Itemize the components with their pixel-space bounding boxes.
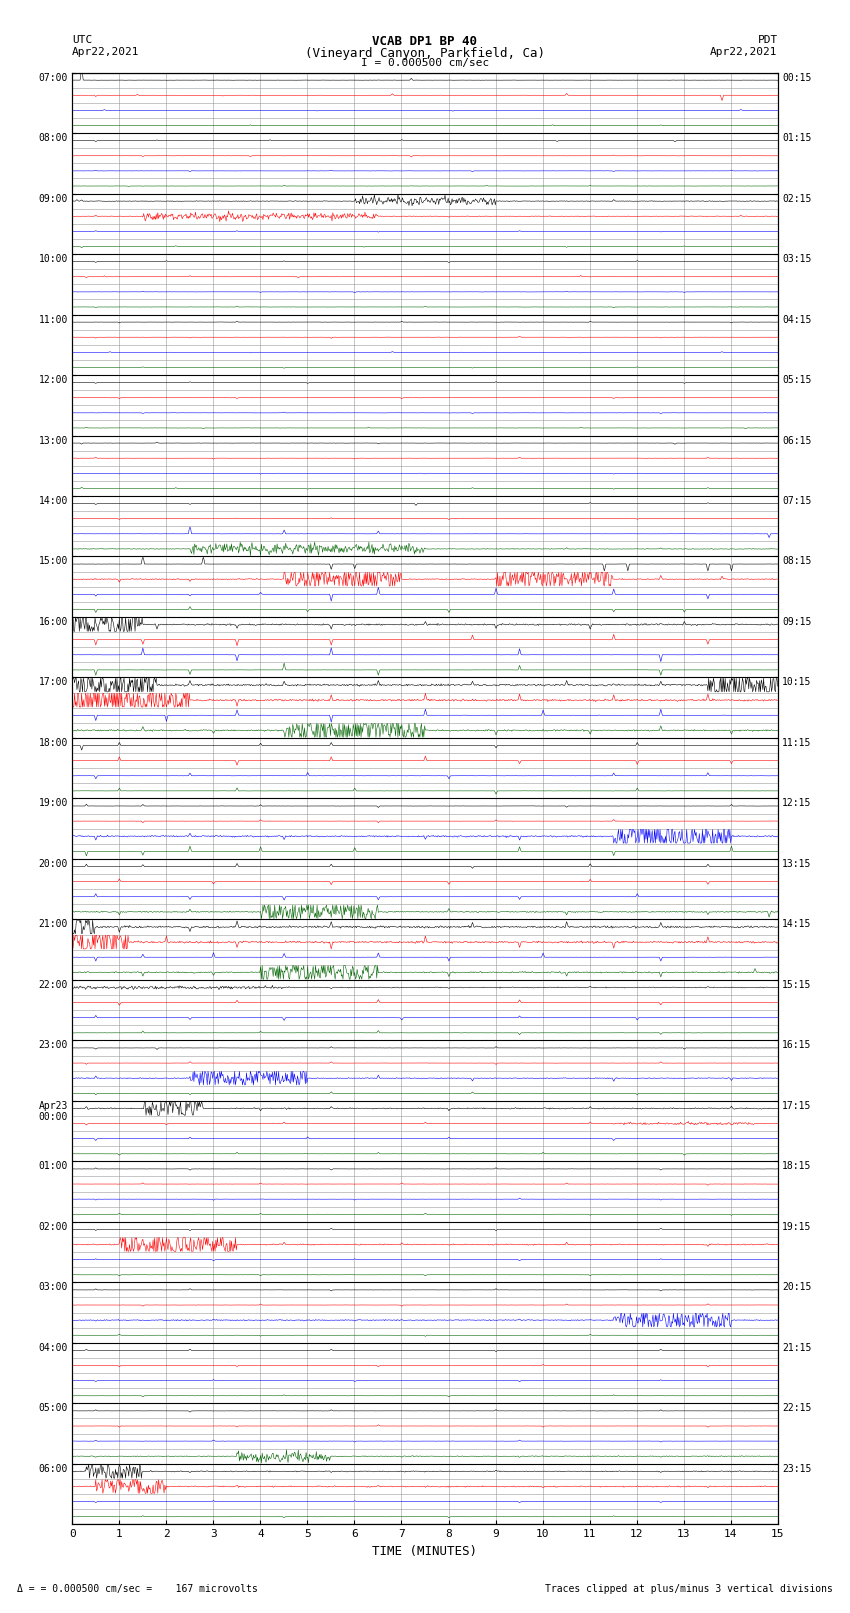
X-axis label: TIME (MINUTES): TIME (MINUTES) <box>372 1545 478 1558</box>
Text: Traces clipped at plus/minus 3 vertical divisions: Traces clipped at plus/minus 3 vertical … <box>545 1584 833 1594</box>
Text: Δ = = 0.000500 cm/sec =    167 microvolts: Δ = = 0.000500 cm/sec = 167 microvolts <box>17 1584 258 1594</box>
Text: PDT: PDT <box>757 35 778 45</box>
Text: VCAB DP1 BP 40: VCAB DP1 BP 40 <box>372 35 478 48</box>
Text: UTC: UTC <box>72 35 93 45</box>
Text: Apr22,2021: Apr22,2021 <box>72 47 139 56</box>
Text: Apr22,2021: Apr22,2021 <box>711 47 778 56</box>
Text: I = 0.000500 cm/sec: I = 0.000500 cm/sec <box>361 58 489 68</box>
Text: (Vineyard Canyon, Parkfield, Ca): (Vineyard Canyon, Parkfield, Ca) <box>305 47 545 60</box>
